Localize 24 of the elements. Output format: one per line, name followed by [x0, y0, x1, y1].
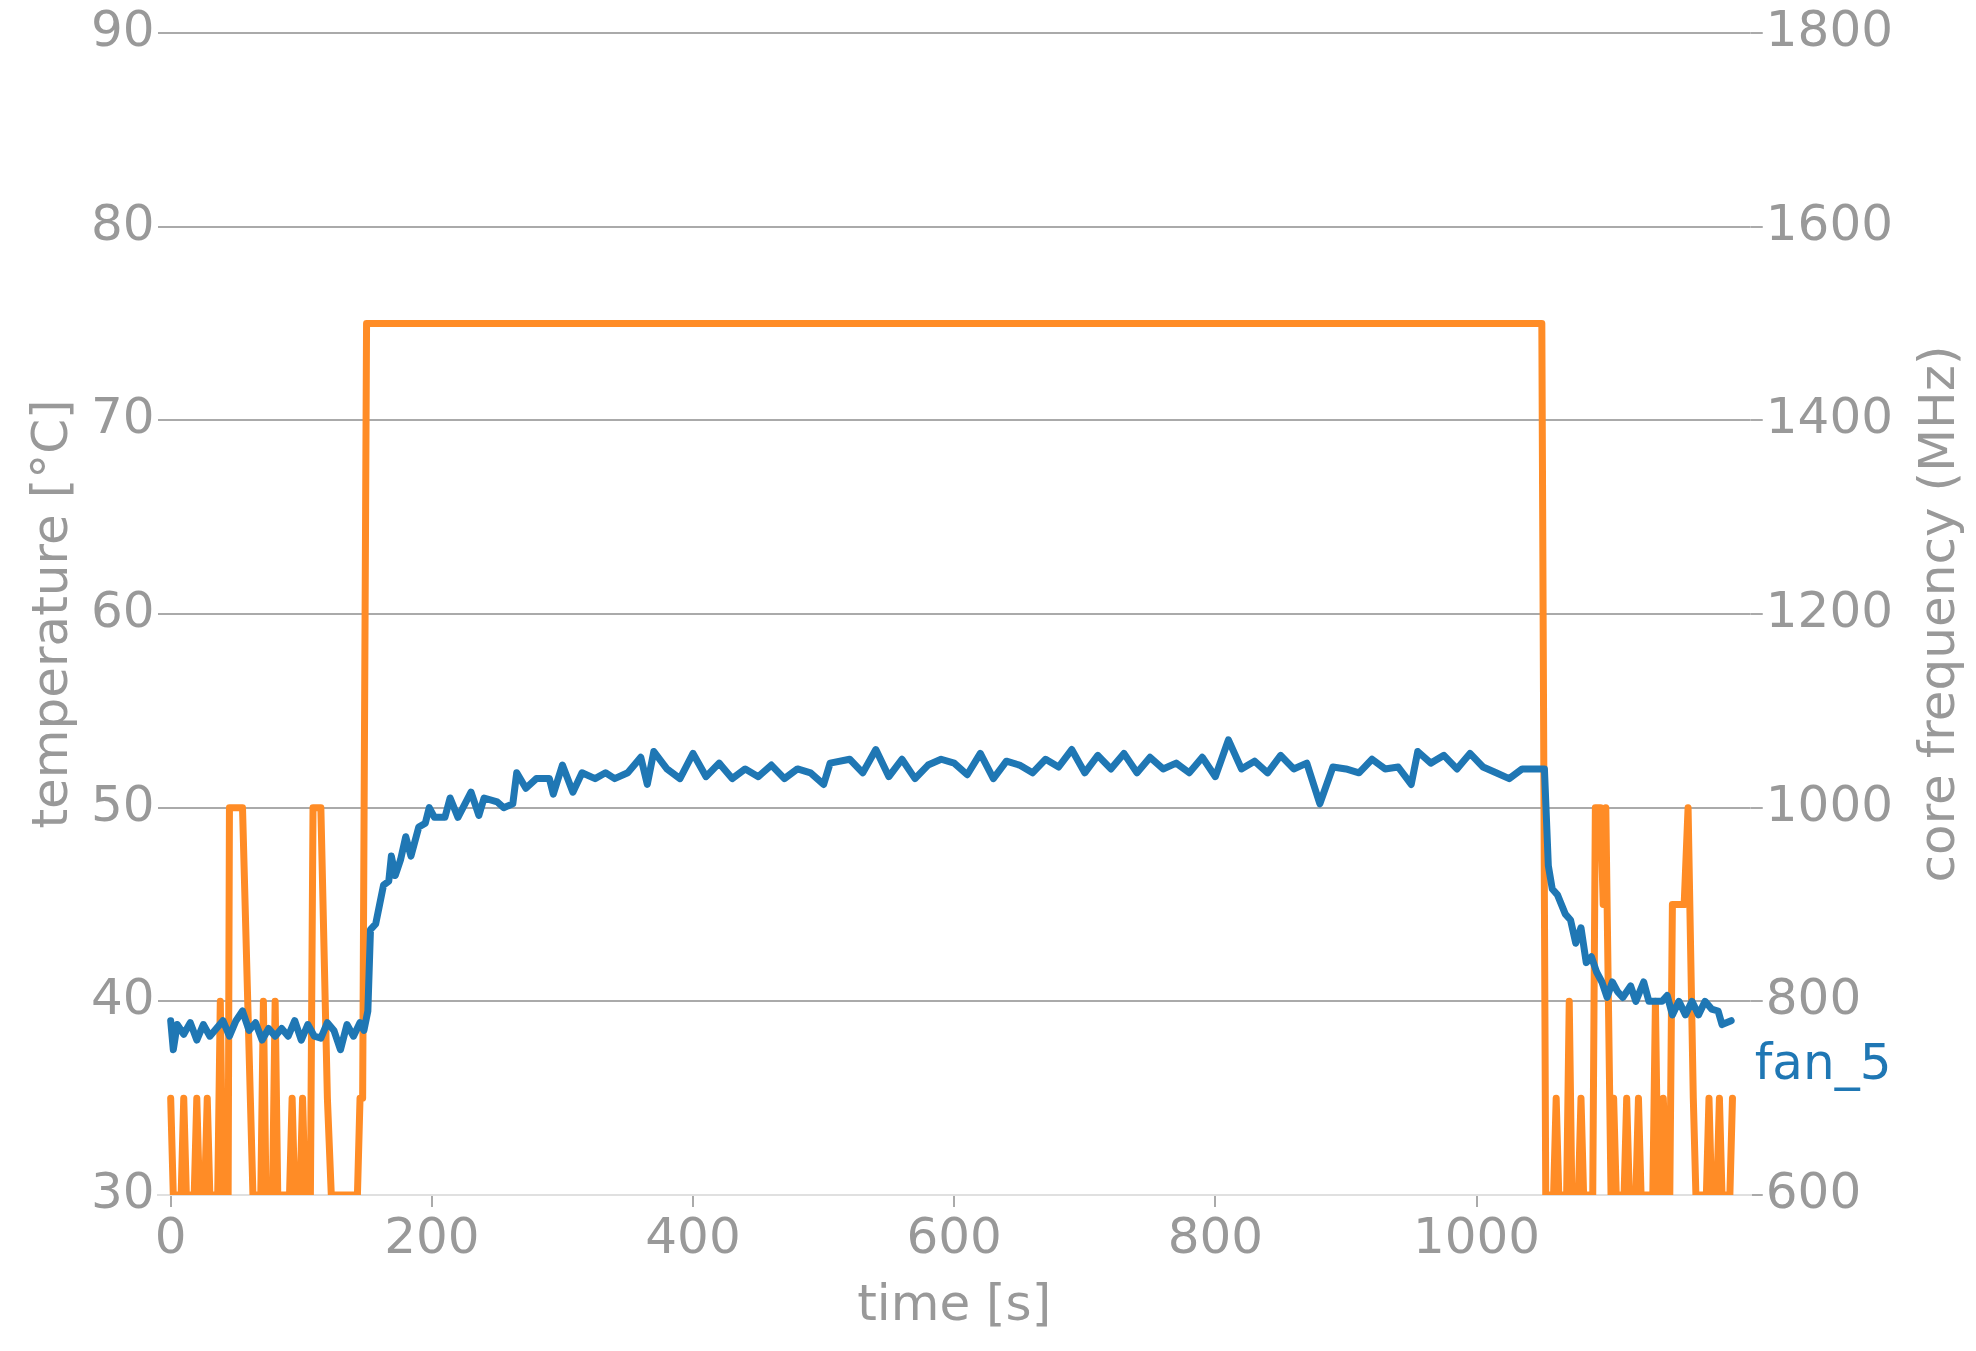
y-tick-label: 80: [91, 193, 155, 252]
y2-tick-label: 1400: [1765, 387, 1893, 446]
x-axis-title: time [s]: [857, 1273, 1052, 1332]
y-tick-label: 50: [91, 774, 155, 833]
x-tick-label: 400: [645, 1206, 741, 1265]
x-tick-label: 200: [384, 1206, 480, 1265]
y-tick-label: 40: [91, 968, 155, 1027]
y-tick-label: 30: [91, 1161, 155, 1220]
y-axis-title: temperature [°C]: [20, 399, 79, 829]
y2-tick-label: 1800: [1765, 0, 1893, 58]
y2-tick-label: 1200: [1765, 580, 1893, 639]
y2-tick-label: 1000: [1765, 774, 1893, 833]
y2-tick-label: 1600: [1765, 193, 1893, 252]
x-tick-label: 600: [906, 1206, 1002, 1265]
y-tick-label: 90: [91, 0, 155, 58]
y2-tick-label: 600: [1765, 1161, 1862, 1220]
y-tick-label: 60: [91, 580, 155, 639]
y2-axis-title: core frequency (MHz): [1907, 345, 1966, 883]
x-tick-label: 800: [1167, 1206, 1264, 1265]
series-label: fan_5: [1754, 1032, 1892, 1091]
x-tick-label: 0: [154, 1206, 187, 1265]
y-tick-label: 70: [91, 387, 155, 446]
y2-tick-label: 800: [1765, 968, 1862, 1027]
x-tick-label: 1000: [1412, 1206, 1541, 1265]
